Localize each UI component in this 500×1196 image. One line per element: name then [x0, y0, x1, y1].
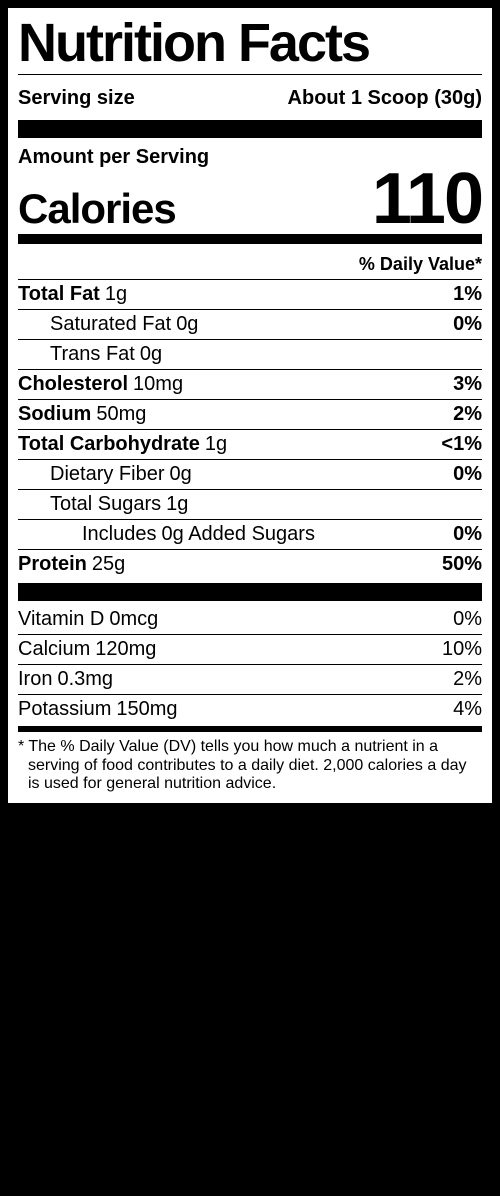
vitamin-name: Iron [18, 668, 52, 691]
vitamin-dv: 2% [453, 668, 482, 691]
nutrient-amount: 50mg [96, 403, 146, 426]
vitamin-name: Calcium [18, 638, 90, 661]
serving-size-value: About 1 Scoop (30g) [288, 87, 482, 110]
divider-bar [18, 120, 482, 138]
daily-value-header: % Daily Value* [18, 248, 482, 279]
nutrient-row: Sodium50mg 2% [18, 399, 482, 429]
footnote-text: * The % Daily Value (DV) tells you how m… [18, 734, 482, 795]
nutrient-row: Protein25g 50% [18, 549, 482, 579]
panel-title: Nutrition Facts [18, 16, 482, 74]
nutrient-amount: 1g [166, 493, 188, 516]
nutrient-row: Total Fat1g 1% [18, 279, 482, 309]
vitamin-name: Potassium [18, 698, 111, 721]
nutrient-row: Total Sugars1g [18, 489, 482, 519]
nutrient-name: Saturated Fat [50, 313, 171, 336]
nutrient-name: Total Carbohydrate [18, 433, 200, 456]
nutrient-dv: 50% [442, 553, 482, 576]
nutrient-name: Sodium [18, 403, 91, 426]
nutrient-dv: 2% [453, 403, 482, 426]
nutrient-name: Cholesterol [18, 373, 128, 396]
vitamin-row: Iron0.3mg 2% [18, 664, 482, 694]
nutrient-row: Includes0g Added Sugars 0% [18, 519, 482, 549]
nutrient-name: Dietary Fiber [50, 463, 164, 486]
nutrient-amount: 10mg [133, 373, 183, 396]
vitamin-dv: 4% [453, 698, 482, 721]
nutrient-amount: 25g [92, 553, 125, 576]
vitamin-amount: 120mg [95, 638, 156, 661]
vitamin-row: Calcium120mg 10% [18, 634, 482, 664]
serving-size-label: Serving size [18, 87, 135, 110]
nutrient-row: Trans Fat0g [18, 339, 482, 369]
nutrient-amount: 0g [140, 343, 162, 366]
nutrient-amount: 0g [176, 313, 198, 336]
nutrient-row: Dietary Fiber0g 0% [18, 459, 482, 489]
nutrient-row: Saturated Fat0g 0% [18, 309, 482, 339]
divider-bar [18, 583, 482, 601]
nutrient-amount: 1g [105, 283, 127, 306]
nutrient-name: Total Sugars [50, 493, 161, 516]
nutrient-row: Cholesterol10mg 3% [18, 369, 482, 399]
nutrient-dv: 0% [453, 463, 482, 486]
calories-value: 110 [372, 169, 482, 230]
vitamin-amount: 0.3mg [57, 668, 113, 691]
nutrient-dv: 1% [453, 283, 482, 306]
nutrient-dv: 0% [453, 523, 482, 546]
nutrient-amount: 0g Added Sugars [162, 523, 315, 546]
vitamin-name: Vitamin D [18, 608, 104, 631]
nutrient-dv: 0% [453, 313, 482, 336]
vitamin-amount: 150mg [116, 698, 177, 721]
nutrient-name: Trans Fat [50, 343, 135, 366]
calories-row: Calories 110 [18, 169, 482, 230]
nutrient-dv: 3% [453, 373, 482, 396]
nutrient-dv: <1% [441, 433, 482, 456]
nutrient-row: Total Carbohydrate1g <1% [18, 429, 482, 459]
vitamin-row: Potassium150mg 4% [18, 694, 482, 724]
vitamin-dv: 0% [453, 608, 482, 631]
nutrient-name: Total Fat [18, 283, 100, 306]
nutrient-name: Protein [18, 553, 87, 576]
divider-bar [18, 726, 482, 732]
nutrient-name: Includes [82, 523, 157, 546]
nutrients-section: Total Fat1g1%Saturated Fat0g0%Trans Fat0… [18, 279, 482, 579]
nutrient-amount: 0g [169, 463, 191, 486]
serving-row: Serving size About 1 Scoop (30g) [18, 75, 482, 116]
vitamin-amount: 0mcg [109, 608, 158, 631]
vitamins-section: Vitamin D0mcg 0% Calcium120mg 10% Iron0.3mg 2… [18, 605, 482, 724]
nutrient-amount: 1g [205, 433, 227, 456]
vitamin-dv: 10% [442, 638, 482, 661]
nutrition-facts-panel: Nutrition Facts Serving size About 1 Sco… [6, 6, 494, 805]
vitamin-row: Vitamin D0mcg 0% [18, 605, 482, 634]
calories-label: Calories [18, 188, 176, 230]
